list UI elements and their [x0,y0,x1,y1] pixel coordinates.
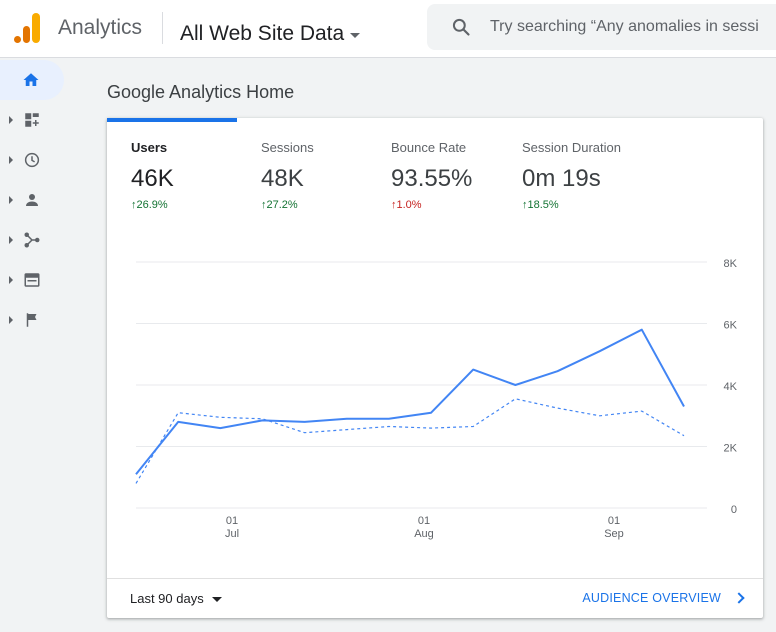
metric-delta: ↑27.2% [261,199,298,211]
metric-bounce-rate[interactable]: Bounce Rate 93.55% ↑1.0% [391,140,472,211]
date-range-label: Last 90 days [130,591,204,606]
property-selector[interactable]: All Web Site Data [180,22,361,46]
search-box[interactable]: Try searching “Any anomalies in sessi [427,4,776,50]
app-title: Analytics [58,16,143,39]
x-tick-day: 01 [608,515,620,527]
customization-icon [25,113,39,127]
analytics-logo-icon[interactable] [14,13,40,43]
search-input[interactable]: Try searching “Any anomalies in sessi [490,18,759,35]
expand-arrow-icon [9,156,13,164]
expand-arrow-icon [9,316,13,324]
nav-behavior[interactable] [0,260,64,300]
y-tick-label: 6K [724,320,738,332]
metric-value: 93.55% [391,165,473,192]
nav-audience[interactable] [0,180,64,220]
chevron-right-icon [733,592,745,604]
metric-value: 48K [261,165,304,192]
realtime-clock-icon [24,152,40,168]
metric-label: Sessions [261,140,314,155]
nav-acquisition[interactable] [0,220,64,260]
x-tick-month: Aug [414,528,434,540]
metric-value: 46K [131,165,174,192]
metric-delta: ↑1.0% [391,199,422,211]
caret-down-icon [350,32,361,38]
metric-session-duration[interactable]: Session Duration 0m 19s ↑18.5% [522,140,621,211]
expand-arrow-icon [9,196,13,204]
y-tick-label: 8K [724,258,738,270]
home-icon [23,73,39,86]
header-divider [162,12,163,44]
audience-person-icon [26,194,38,206]
x-tick-day: 01 [226,515,238,527]
expand-arrow-icon [9,116,13,124]
date-range-selector[interactable]: Last 90 days [130,591,222,606]
metric-label: Session Duration [522,140,621,155]
behavior-icon [24,273,40,287]
y-tick-label: 2K [724,443,738,455]
x-tick-day: 01 [418,515,430,527]
metric-label: Bounce Rate [391,140,467,155]
audience-overview-label: AUDIENCE OVERVIEW [582,591,721,605]
property-name: All Web Site Data [180,22,345,45]
metric-label: Users [131,140,168,155]
card-footer: Last 90 days AUDIENCE OVERVIEW [107,578,763,618]
nav-home[interactable] [0,60,64,100]
y-tick-label: 4K [724,381,738,393]
nav-realtime[interactable] [0,140,64,180]
metric-delta: ↑26.9% [131,199,168,211]
caret-down-icon [211,597,222,602]
metric-value: 0m 19s [522,165,601,192]
nav-customization[interactable] [0,100,64,140]
acquisition-icon [24,232,40,248]
x-tick-month: Sep [604,528,624,540]
x-tick-month: Jul [225,528,239,540]
current-period-line [135,328,685,475]
expand-arrow-icon [9,276,13,284]
search-icon [452,18,470,36]
top-bar: Analytics All Web Site Data Try searchin… [0,0,776,58]
metric-users[interactable]: Users 46K ↑26.9% [131,140,174,211]
y-tick-label: 0 [731,504,737,516]
metric-delta: ↑18.5% [522,199,559,211]
nav-conversions[interactable] [0,300,64,340]
side-navigation [0,58,66,632]
page-title: Google Analytics Home [107,82,295,102]
previous-period-line [135,398,685,484]
home-overview-card: Users 46K ↑26.9% Sessions 48K ↑27.2% Bou… [107,118,763,618]
active-tab-indicator [107,118,237,122]
conversions-flag-icon [26,313,37,327]
metric-sessions[interactable]: Sessions 48K ↑27.2% [261,140,314,211]
expand-arrow-icon [9,236,13,244]
audience-overview-link[interactable]: AUDIENCE OVERVIEW [582,591,745,605]
